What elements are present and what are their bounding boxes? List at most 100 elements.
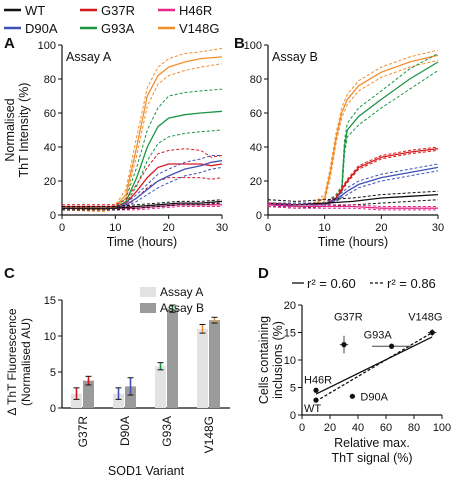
bar-legend-swatch [140, 303, 156, 313]
x-tick-label: 0 [299, 422, 305, 434]
y-axis-label-line: Δ ThT Fluorescence [5, 308, 19, 416]
y-axis-label-line: inclusions (%) [271, 321, 285, 399]
legend-label-g93a: G93A [101, 21, 135, 36]
category-label-g93a: G93A [160, 416, 174, 447]
panel-b-line-chart: 0 20 40 60 80 100 0 10 20 30 Time (hours) Assay B [244, 40, 444, 249]
point-g37r [341, 342, 347, 348]
y-tick-label: 20 [284, 300, 296, 312]
point-label-g37r: G37R [334, 312, 363, 324]
panel-d-scatter-chart: 0 5 10 15 20 0 20 40 60 80 100 Relative max.ThT sig… [257, 276, 451, 465]
y-tick-label: 0 [290, 410, 296, 422]
y-tick-label: 15 [44, 295, 56, 307]
x-tick-label: 20 [375, 222, 387, 234]
bar-g93a-assay-a [155, 366, 166, 408]
fit-legend-dashed-label: r² = 0.86 [387, 276, 436, 291]
point-label-g93a: G93A [364, 329, 393, 341]
series-g37r-upper [62, 148, 223, 206]
point-g93a [389, 343, 395, 349]
y-tick-label: 20 [44, 176, 56, 188]
series-g93a-line [268, 61, 439, 206]
y-axis-label-line: (Normalised AU) [19, 318, 33, 406]
fit-line-solid [315, 336, 433, 395]
y-tick-label: 0 [50, 403, 56, 415]
series-g37r-lower [268, 149, 439, 207]
series-v148g-lower [61, 63, 223, 213]
y-tick-label: 5 [50, 367, 56, 379]
assay-annotation: Assay B [272, 50, 318, 64]
x-tick-label: 10 [109, 222, 121, 234]
bar-d90a-assay-b [125, 386, 136, 408]
panel-label-b: B [234, 35, 245, 52]
legend-label-wt: WT [25, 3, 45, 18]
series-h46r-lower [62, 206, 222, 211]
series-g37r-line [62, 163, 223, 208]
fit-line-dashed [315, 331, 433, 402]
x-axis-label: Time (hours) [318, 235, 388, 249]
legend-label-g37r: G37R [101, 3, 135, 18]
x-tick-label: 10 [319, 222, 331, 234]
y-tick-label: 5 [290, 383, 296, 395]
x-tick-label: 20 [163, 222, 175, 234]
series-v148g-upper [268, 49, 439, 204]
series-d90a-line [268, 166, 439, 206]
y-tick-label: 100 [38, 40, 56, 52]
panel-c-bar-chart: 0 5 10 15 Δ ThT Fluorescence (Normalised AU) G… [5, 285, 230, 478]
x-tick-label: 0 [59, 222, 65, 234]
bar-legend-label: Assay B [160, 301, 204, 315]
category-label-d90a: D90A [118, 416, 132, 446]
y-tick-label: 40 [44, 142, 56, 154]
point-wt [313, 397, 319, 403]
series-wt-upper [62, 199, 223, 207]
x-tick-label: 20 [324, 422, 336, 434]
y-axis-label-line: ThT Intensity (%) [17, 83, 31, 178]
legend-label-d90a: D90A [25, 21, 58, 36]
panel-label-c: C [4, 265, 15, 282]
legend-label-v148g: V148G [179, 21, 219, 36]
assay-annotation: Assay A [66, 50, 112, 64]
x-tick-label: 100 [433, 422, 451, 434]
y-tick-label: 0 [256, 210, 262, 222]
legend-label-h46r: H46R [179, 3, 212, 18]
bar-g37r-assay-b [83, 380, 94, 408]
y-tick-label: 10 [284, 355, 296, 367]
bar-g37r-assay-a [71, 393, 82, 408]
series-g93a-upper [268, 53, 439, 204]
series-g93a-lower [268, 70, 439, 207]
y-tick-label: 10 [44, 331, 56, 343]
series-wt-line [267, 193, 439, 206]
x-axis-label: SOD1 Variant [108, 464, 185, 478]
series-v148g-lower [268, 59, 439, 207]
y-axis-label-line: Normalised [3, 98, 17, 161]
bar-legend-swatch [140, 287, 156, 297]
panel-a-line-chart: 0 20 40 60 80 100 0 10 20 30 Time (hours) Normalise… [3, 40, 228, 249]
series-h46r-upper [267, 202, 438, 207]
point-label-wt: WT [304, 403, 321, 415]
series-wt-upper [267, 190, 439, 202]
series-d90a-upper [62, 155, 222, 207]
point-h46r [313, 387, 319, 393]
point-label-h46r: H46R [304, 374, 332, 386]
series-v148g-line [61, 56, 223, 211]
x-axis-label: Time (hours) [107, 235, 177, 249]
x-tick-label: 80 [408, 422, 420, 434]
category-label-v148g: V148G [202, 416, 216, 453]
bar-legend-label: Assay A [160, 285, 203, 299]
series-h46r-line [267, 204, 438, 209]
x-axis-label-line: Relative max. [334, 436, 410, 450]
panel-label-a: A [4, 35, 15, 52]
series-g37r-upper [268, 146, 439, 204]
y-tick-label: 0 [50, 210, 56, 222]
y-tick-label: 60 [44, 108, 56, 120]
point-label-v148g: V148G [408, 312, 442, 324]
series-d90a-upper [268, 163, 439, 204]
bar-d90a-assay-a [113, 393, 124, 408]
category-label-g37r: G37R [76, 416, 90, 448]
x-tick-label: 40 [352, 422, 364, 434]
x-axis-label-line: ThT signal (%) [331, 451, 412, 465]
series-wt-line [62, 200, 223, 209]
x-tick-label: 60 [380, 422, 392, 434]
bar-v148g-assay-b [209, 320, 220, 408]
point-v148g [429, 329, 435, 336]
series-wt-lower [62, 202, 223, 211]
